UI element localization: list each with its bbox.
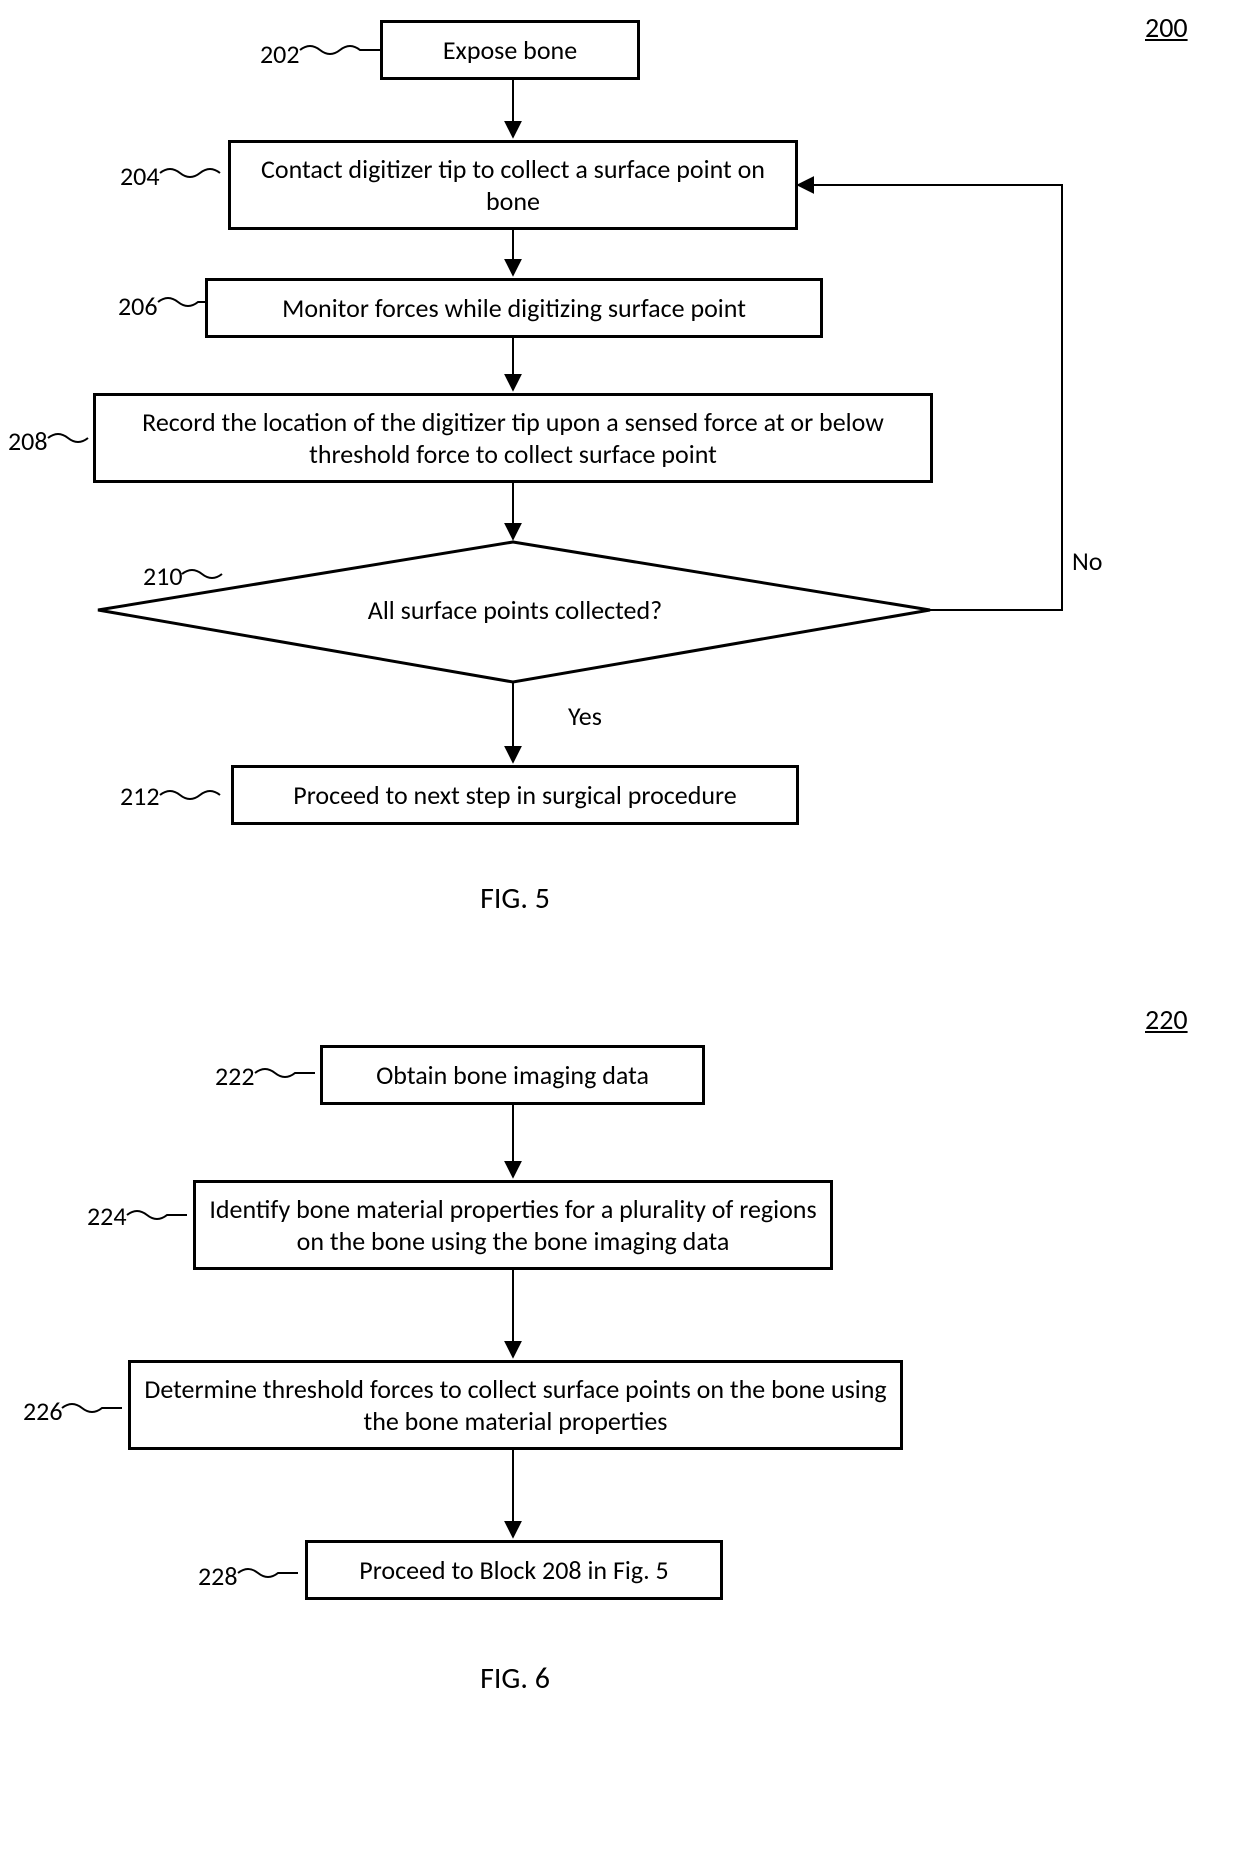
edge-no: No (1072, 545, 1103, 577)
label-208: 208 (8, 425, 48, 457)
label-224: 224 (87, 1200, 127, 1232)
node-226-text: Determine threshold forces to collect su… (143, 1373, 888, 1438)
fig5-ref: 200 (1145, 10, 1188, 45)
node-224: Identify bone material properties for a … (193, 1180, 833, 1270)
node-228: Proceed to Block 208 in Fig. 5 (305, 1540, 723, 1600)
node-228-text: Proceed to Block 208 in Fig. 5 (359, 1554, 668, 1587)
diagram-canvas: 200 Expose bone 202 Contact digitizer ti… (0, 0, 1240, 1873)
label-210: 210 (143, 560, 183, 592)
node-222-text: Obtain bone imaging data (376, 1059, 649, 1092)
node-222: Obtain bone imaging data (320, 1045, 705, 1105)
fig6-caption: FIG. 6 (455, 1660, 575, 1697)
fig5-caption: FIG. 5 (455, 880, 575, 917)
label-226: 226 (23, 1395, 63, 1427)
node-210-text: All surface points collected? (310, 594, 720, 626)
node-204-text: Contact digitizer tip to collect a surfa… (243, 153, 783, 218)
label-202: 202 (260, 38, 300, 70)
fig6-ref: 220 (1145, 1002, 1188, 1037)
node-212: Proceed to next step in surgical procedu… (231, 765, 799, 825)
node-212-text: Proceed to next step in surgical procedu… (293, 779, 736, 812)
label-222: 222 (215, 1060, 255, 1092)
node-202-text: Expose bone (443, 34, 577, 67)
label-228: 228 (198, 1560, 238, 1592)
node-226: Determine threshold forces to collect su… (128, 1360, 903, 1450)
node-208-text: Record the location of the digitizer tip… (108, 406, 918, 471)
label-204: 204 (120, 160, 160, 192)
node-204: Contact digitizer tip to collect a surfa… (228, 140, 798, 230)
node-206: Monitor forces while digitizing surface … (205, 278, 823, 338)
edge-yes: Yes (568, 700, 602, 732)
node-206-text: Monitor forces while digitizing surface … (282, 292, 746, 325)
label-212: 212 (120, 780, 160, 812)
label-206: 206 (118, 290, 158, 322)
node-224-text: Identify bone material properties for a … (208, 1193, 818, 1258)
node-208: Record the location of the digitizer tip… (93, 393, 933, 483)
node-202: Expose bone (380, 20, 640, 80)
